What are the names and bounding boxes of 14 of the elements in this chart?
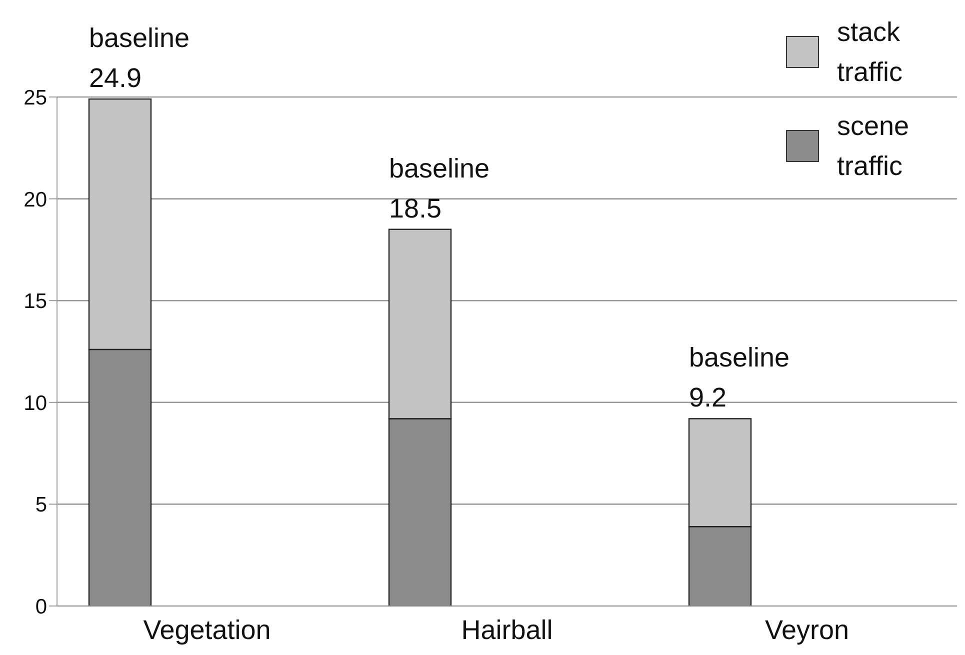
total-label: baseline 9.2 — [689, 342, 790, 413]
y-tick-label: 15 — [24, 290, 47, 314]
y-tick-label: 20 — [24, 188, 47, 212]
total-label: baseline 24.9 — [89, 23, 190, 94]
x-tick-label: Vegetation — [143, 615, 271, 646]
y-tick-label: 10 — [24, 392, 47, 415]
y-tick-label: 5 — [35, 494, 47, 517]
y-tick-label: 0 — [35, 595, 47, 618]
x-tick-label: Hairball — [461, 615, 553, 646]
total-label: baseline 18.5 — [389, 153, 490, 224]
y-tick-label: 25 — [24, 86, 47, 110]
legend-label: stack traffic — [837, 16, 904, 89]
x-tick-label: Veyron — [764, 615, 850, 646]
legend-label: scene traffic — [837, 110, 910, 183]
